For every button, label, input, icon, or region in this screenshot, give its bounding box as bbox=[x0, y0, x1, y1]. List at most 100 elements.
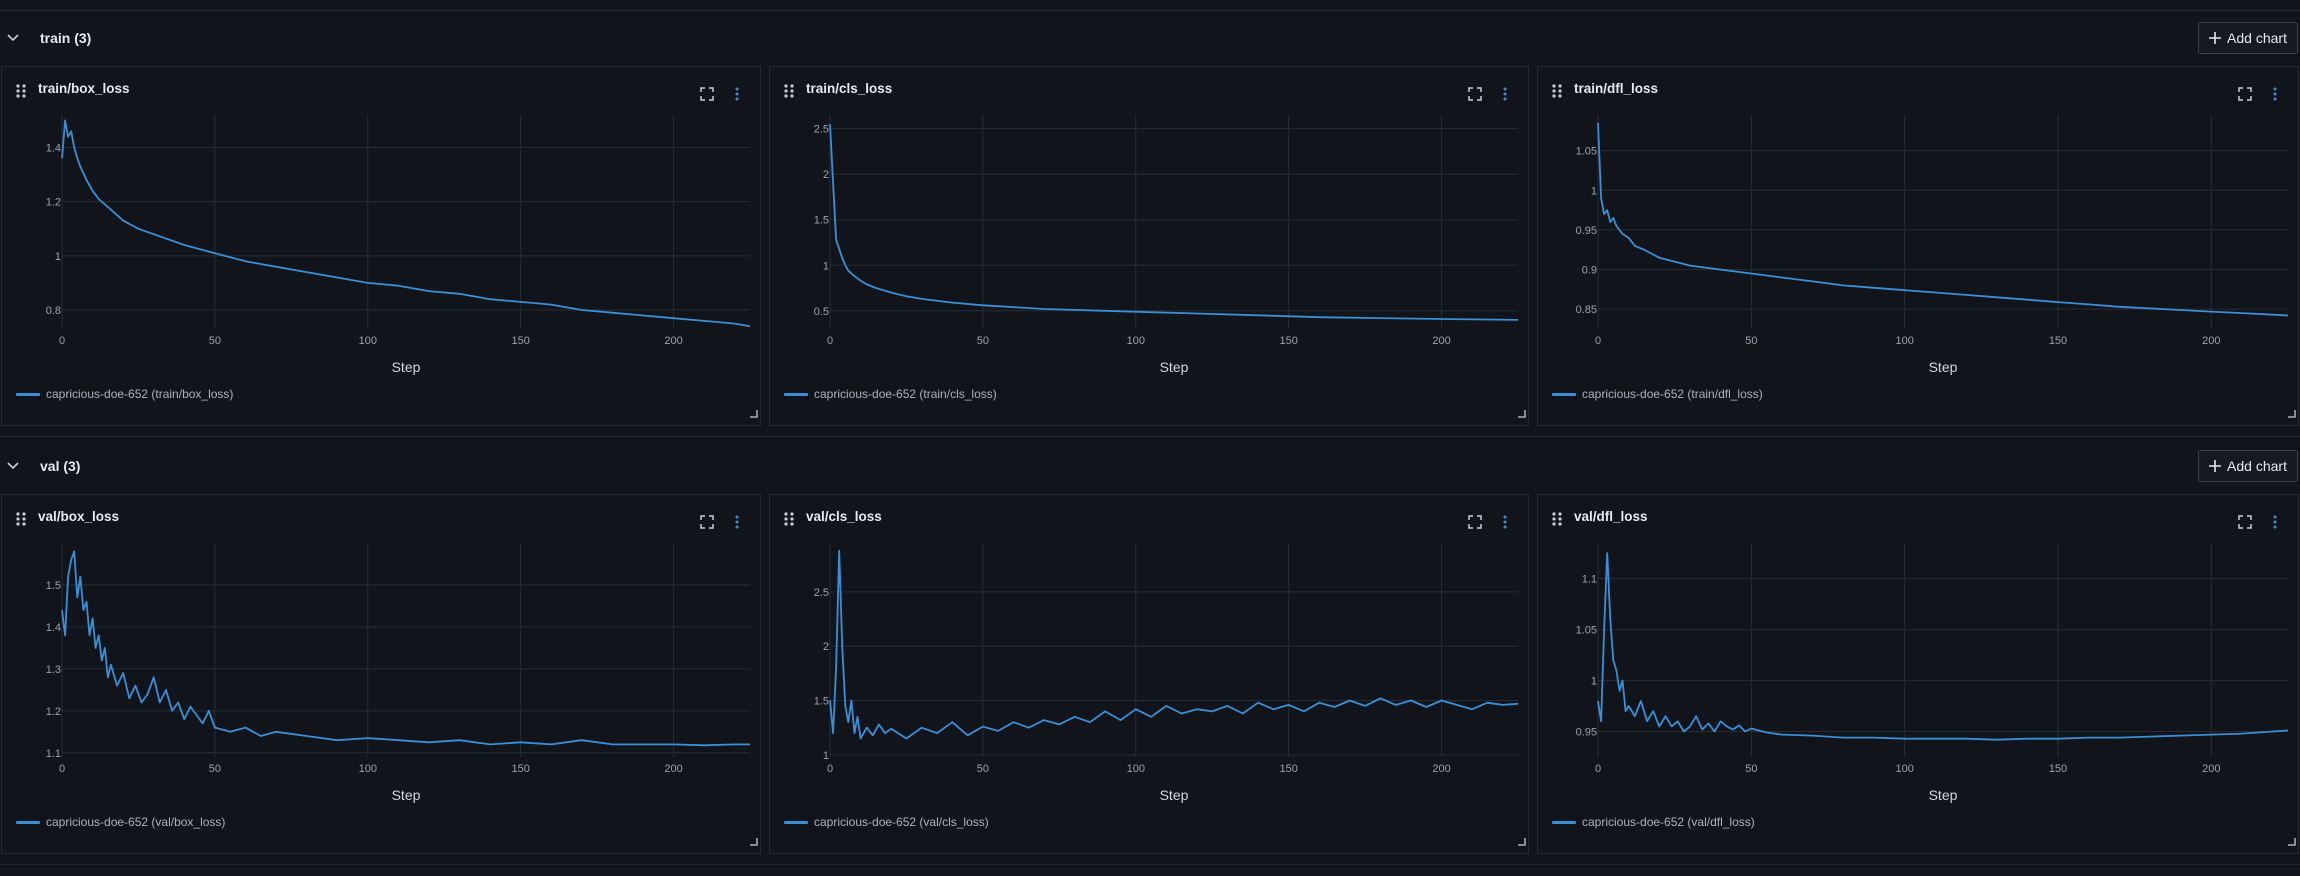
y-tick-label: 1.4 bbox=[46, 143, 61, 155]
x-tick-label: 100 bbox=[1127, 763, 1145, 775]
resize-handle-icon[interactable] bbox=[750, 833, 758, 851]
x-tick-label: 150 bbox=[511, 335, 529, 347]
series-line[interactable] bbox=[1597, 552, 2289, 741]
chart-title: val/cls_loss bbox=[806, 509, 882, 524]
section-title: train (3) bbox=[40, 30, 92, 46]
chart-legend: capricious-doe-652 (train/box_loss) bbox=[16, 387, 233, 401]
chart-legend: capricious-doe-652 (train/cls_loss) bbox=[784, 387, 997, 401]
legend-swatch bbox=[1552, 392, 1576, 396]
legend-swatch bbox=[784, 392, 808, 396]
more-options-icon[interactable] bbox=[1502, 87, 1508, 106]
plot-area: 0 50 100 150 200 1.1 1.2 1.3 1.4 1.5 Step bbox=[46, 543, 750, 803]
chart-legend: capricious-doe-652 (val/box_loss) bbox=[16, 815, 225, 829]
plus-icon bbox=[2209, 32, 2222, 44]
legend-label: capricious-doe-652 (train/dfl_loss) bbox=[1582, 387, 1763, 401]
chevron-down-icon[interactable] bbox=[5, 458, 21, 474]
y-tick-label: 2.5 bbox=[814, 124, 829, 136]
series-line[interactable] bbox=[829, 549, 1519, 740]
legend-label: capricious-doe-652 (val/dfl_loss) bbox=[1582, 815, 1755, 829]
drag-handle-icon[interactable] bbox=[1552, 512, 1562, 531]
drag-handle-icon[interactable] bbox=[784, 84, 794, 103]
y-tick-label: 0.85 bbox=[1576, 304, 1597, 316]
more-options-icon[interactable] bbox=[2272, 87, 2278, 106]
legend-swatch bbox=[16, 820, 40, 824]
chart-card: 0 50 100 150 200 0.95 1 1.05 1.1 Step val/dfl_los… bbox=[1537, 494, 2299, 854]
series-line[interactable] bbox=[829, 124, 1519, 321]
plot-area: 0 50 100 150 200 0.85 0.9 0.95 1 1.05 Step bbox=[1576, 115, 2289, 375]
plot-area: 0 50 100 150 200 0.5 1 1.5 2 2.5 Step bbox=[814, 115, 1519, 375]
chevron-down-icon[interactable] bbox=[5, 30, 21, 46]
x-axis-label: Step bbox=[1929, 359, 1958, 375]
y-tick-label: 1.1 bbox=[46, 748, 61, 760]
x-tick-label: 100 bbox=[1895, 763, 1913, 775]
chart-card: 0 50 100 150 200 0.85 0.9 0.95 1 1.05 Step train/d… bbox=[1537, 66, 2299, 426]
y-tick-label: 0.95 bbox=[1576, 727, 1597, 739]
y-tick-label: 1 bbox=[823, 750, 829, 762]
y-tick-label: 1.5 bbox=[814, 696, 829, 708]
y-tick-label: 0.9 bbox=[1582, 265, 1597, 277]
more-options-icon[interactable] bbox=[734, 87, 740, 106]
plot-area: 0 50 100 150 200 0.95 1 1.05 1.1 Step bbox=[1576, 543, 2289, 803]
x-axis-label: Step bbox=[1160, 787, 1189, 803]
legend-swatch bbox=[784, 820, 808, 824]
resize-handle-icon[interactable] bbox=[1518, 833, 1526, 851]
y-tick-label: 1 bbox=[823, 260, 829, 272]
chart-title: train/dfl_loss bbox=[1574, 81, 1659, 96]
x-tick-label: 200 bbox=[664, 763, 682, 775]
legend-swatch bbox=[16, 392, 40, 396]
section-header-train: train (3) Add chart bbox=[0, 10, 2300, 66]
x-tick-label: 0 bbox=[1595, 763, 1601, 775]
x-tick-label: 50 bbox=[1745, 335, 1757, 347]
y-tick-label: 0.8 bbox=[46, 305, 61, 317]
x-tick-label: 0 bbox=[59, 335, 65, 347]
y-tick-label: 1.05 bbox=[1576, 625, 1597, 637]
x-tick-label: 200 bbox=[2202, 335, 2220, 347]
drag-handle-icon[interactable] bbox=[16, 84, 26, 103]
x-tick-label: 100 bbox=[1895, 335, 1913, 347]
x-tick-label: 150 bbox=[511, 763, 529, 775]
drag-handle-icon[interactable] bbox=[1552, 84, 1562, 103]
fullscreen-icon[interactable] bbox=[2238, 87, 2252, 106]
x-tick-label: 0 bbox=[827, 763, 833, 775]
fullscreen-icon[interactable] bbox=[2238, 515, 2252, 534]
chart-title: val/dfl_loss bbox=[1574, 509, 1648, 524]
y-tick-label: 1.3 bbox=[46, 664, 61, 676]
x-tick-label: 150 bbox=[2049, 763, 2067, 775]
more-options-icon[interactable] bbox=[1502, 515, 1508, 534]
chart-legend: capricious-doe-652 (train/dfl_loss) bbox=[1552, 387, 1763, 401]
fullscreen-icon[interactable] bbox=[1468, 515, 1482, 534]
drag-handle-icon[interactable] bbox=[16, 512, 26, 531]
y-tick-label: 1 bbox=[1591, 676, 1597, 688]
series-line[interactable] bbox=[1597, 122, 2289, 317]
x-axis-label: Step bbox=[1160, 359, 1189, 375]
more-options-icon[interactable] bbox=[2272, 515, 2278, 534]
more-options-icon[interactable] bbox=[734, 515, 740, 534]
section-header-val: val (3) Add chart bbox=[0, 438, 2300, 494]
fullscreen-icon[interactable] bbox=[700, 87, 714, 106]
chart-legend: capricious-doe-652 (val/dfl_loss) bbox=[1552, 815, 1755, 829]
top-divider bbox=[0, 10, 2300, 11]
resize-handle-icon[interactable] bbox=[2288, 405, 2296, 423]
chart-card: 0 50 100 150 200 1 1.5 2 2.5 Step val/cls_loss bbox=[769, 494, 1529, 854]
y-tick-label: 1.1 bbox=[1582, 574, 1597, 586]
resize-handle-icon[interactable] bbox=[750, 405, 758, 423]
y-tick-label: 1.2 bbox=[46, 706, 61, 718]
x-tick-label: 100 bbox=[359, 335, 377, 347]
add-chart-button[interactable]: Add chart bbox=[2198, 22, 2298, 54]
chart-card-header: train/cls_loss bbox=[770, 67, 1528, 107]
add-chart-button[interactable]: Add chart bbox=[2198, 450, 2298, 482]
resize-handle-icon[interactable] bbox=[2288, 833, 2296, 851]
drag-handle-icon[interactable] bbox=[784, 512, 794, 531]
section-title: val (3) bbox=[40, 458, 81, 474]
fullscreen-icon[interactable] bbox=[1468, 87, 1482, 106]
add-chart-label: Add chart bbox=[2227, 458, 2287, 474]
series-line[interactable] bbox=[61, 119, 751, 328]
chart-title: val/box_loss bbox=[38, 509, 120, 524]
chart-card-header: val/cls_loss bbox=[770, 495, 1528, 535]
chart-card-header: train/box_loss bbox=[2, 67, 760, 107]
series-line[interactable] bbox=[61, 550, 750, 747]
x-tick-label: 200 bbox=[1432, 335, 1450, 347]
resize-handle-icon[interactable] bbox=[1518, 405, 1526, 423]
fullscreen-icon[interactable] bbox=[700, 515, 714, 534]
chart-card: 0 50 100 150 200 0.5 1 1.5 2 2.5 Step train/cls_lo… bbox=[769, 66, 1529, 426]
